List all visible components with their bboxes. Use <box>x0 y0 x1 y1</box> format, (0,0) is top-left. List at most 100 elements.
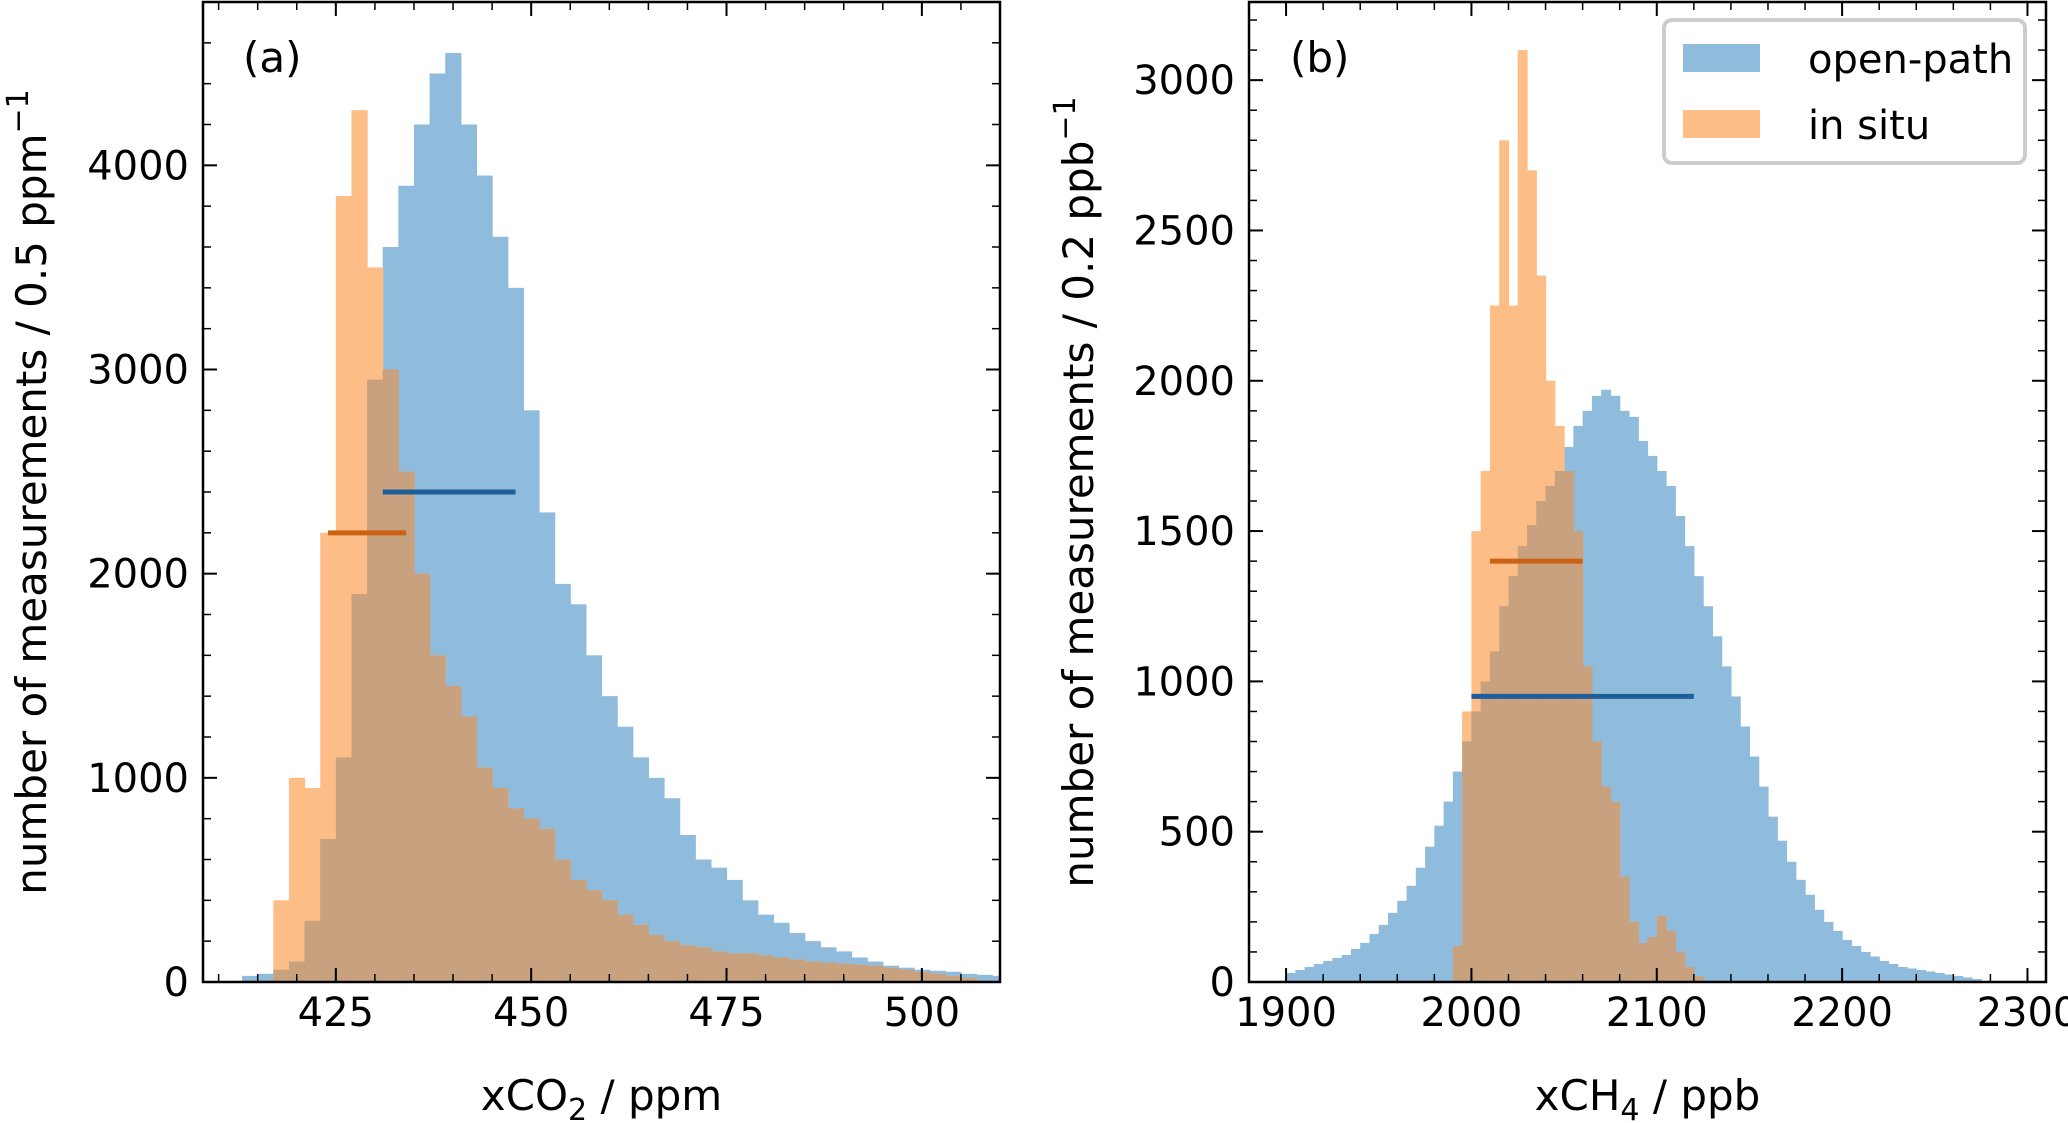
bar-open-path-b <box>1443 801 1454 982</box>
bar-open-path-b <box>1666 485 1676 982</box>
bar-overlap-a <box>617 914 634 982</box>
y-tick-label-b: 3000 <box>1133 58 1235 104</box>
bar-overlap-a <box>570 879 587 982</box>
bar-open-path-b <box>1916 969 1927 982</box>
bar-open-path-b <box>1313 963 1324 982</box>
bar-overlap-a <box>835 963 853 982</box>
bar-open-path-b <box>1406 885 1417 982</box>
bar-in-situ-a <box>288 777 306 982</box>
bar-overlap-b <box>1647 936 1658 982</box>
bar-open-path-b <box>1397 900 1408 982</box>
bar-overlap-a <box>742 953 759 982</box>
panel-label-a: (a) <box>243 33 302 82</box>
bar-overlap-a <box>335 757 353 982</box>
bar-overlap-a <box>320 839 337 982</box>
bar-open-path-b <box>1749 756 1760 982</box>
bar-open-path-b <box>1647 455 1658 982</box>
bar-overlap-a <box>726 953 743 982</box>
bar-open-path-b <box>1758 786 1769 982</box>
bar-overlap-a <box>882 967 900 982</box>
legend-label-open-path: open-path <box>1808 37 2013 83</box>
y-tick-label-a: 0 <box>164 960 189 1006</box>
bar-overlap-a <box>554 859 571 982</box>
bar-overlap-a <box>789 959 806 982</box>
bar-open-path-b <box>1332 957 1343 982</box>
bar-overlap-b <box>1499 606 1510 982</box>
bar-open-path-b <box>1628 416 1639 982</box>
overlap-a <box>273 369 978 982</box>
y-axis-label-a: number of measurements / 0.5 ppm−1 <box>1 89 56 894</box>
bar-open-path-b <box>1906 968 1917 982</box>
bar-overlap-b <box>1527 525 1537 982</box>
bar-in-situ-b <box>1517 50 1528 982</box>
bar-overlap-b <box>1638 942 1649 982</box>
bar-overlap-b <box>1675 951 1686 982</box>
axes-frame-b <box>1247 0 2048 984</box>
bar-overlap-b <box>1666 930 1676 982</box>
panel-label-b: (b) <box>1290 33 1349 82</box>
overlap-b <box>1452 470 1704 982</box>
bar-overlap-b <box>1536 501 1547 982</box>
bar-overlap-a <box>679 945 696 982</box>
bar-overlap-b <box>1591 741 1602 982</box>
bar-overlap-a <box>820 962 837 982</box>
bar-overlap-b <box>1462 741 1473 982</box>
bar-open-path-b <box>1295 969 1306 982</box>
bar-open-path-b <box>1897 966 1908 982</box>
bar-overlap-a <box>367 379 384 982</box>
bar-overlap-a <box>538 828 556 982</box>
bar-open-path-a <box>960 973 978 982</box>
bar-overlap-b <box>1573 531 1584 982</box>
bar-overlap-a <box>398 471 415 982</box>
bar-open-path-b <box>1888 963 1899 982</box>
bar-open-path-b <box>1378 924 1389 982</box>
bar-overlap-b <box>1471 711 1482 982</box>
y-axis-label-b: number of measurements / 0.2 ppb−1 <box>1048 96 1103 887</box>
ticks-a: 425 450 475 500 0 1000 2000 3000 4000 <box>87 1 1001 1036</box>
x-tick-label-b: 1900 <box>1235 990 1337 1036</box>
bar-open-path-b <box>1304 966 1315 982</box>
bar-open-path-b <box>1740 726 1751 982</box>
plot-area-a <box>242 53 1000 982</box>
bar-open-path-b <box>1341 954 1352 982</box>
y-tick-label-a: 4000 <box>87 143 189 189</box>
panel-b: 1900 2000 2100 2200 2300 0 500 1000 1500 2000 2500… <box>1048 0 2068 1123</box>
bar-open-path-b <box>1962 977 1973 982</box>
legend: open-path in situ <box>1662 18 2027 165</box>
y-tick-label-b: 2500 <box>1133 208 1235 254</box>
bar-overlap-b <box>1489 651 1500 982</box>
bar-open-path-b <box>1721 666 1732 982</box>
legend-swatch-in-situ <box>1683 110 1760 138</box>
bar-open-path-b <box>1767 816 1778 982</box>
bar-open-path-b <box>1369 933 1380 982</box>
bar-overlap-a <box>867 965 884 982</box>
bar-overlap-a <box>945 975 962 982</box>
bar-overlap-b <box>1480 681 1491 982</box>
x-axis-label-a: xCO2 / ppm <box>481 1071 722 1123</box>
bar-overlap-a <box>648 935 665 982</box>
bar-overlap-a <box>445 685 462 982</box>
bar-overlap-a <box>773 957 790 982</box>
bar-open-path-a <box>648 777 665 982</box>
legend-label-in-situ: in situ <box>1808 103 1930 149</box>
bar-open-path-b <box>1656 470 1667 982</box>
bar-in-situ-a <box>273 900 290 982</box>
bar-overlap-b <box>1508 576 1519 982</box>
bar-overlap-a <box>304 920 321 982</box>
bar-overlap-b <box>1610 801 1621 982</box>
bar-open-path-b <box>1350 948 1361 982</box>
bar-overlap-b <box>1564 470 1574 982</box>
bar-open-path-b <box>1805 894 1815 982</box>
x-tick-label-b: 2200 <box>1791 990 1893 1036</box>
bar-open-path-b <box>1684 546 1695 982</box>
y-tick-label-b: 500 <box>1159 810 1235 856</box>
bar-overlap-a <box>476 767 493 982</box>
bar-overlap-a <box>507 808 524 982</box>
bar-overlap-a <box>851 964 868 982</box>
bar-open-path-b <box>1851 945 1862 982</box>
bar-open-path-b <box>1730 696 1741 982</box>
bar-open-path-b <box>1823 921 1834 982</box>
bar-open-path-b <box>1869 956 1880 982</box>
bar-overlap-b <box>1582 666 1593 982</box>
